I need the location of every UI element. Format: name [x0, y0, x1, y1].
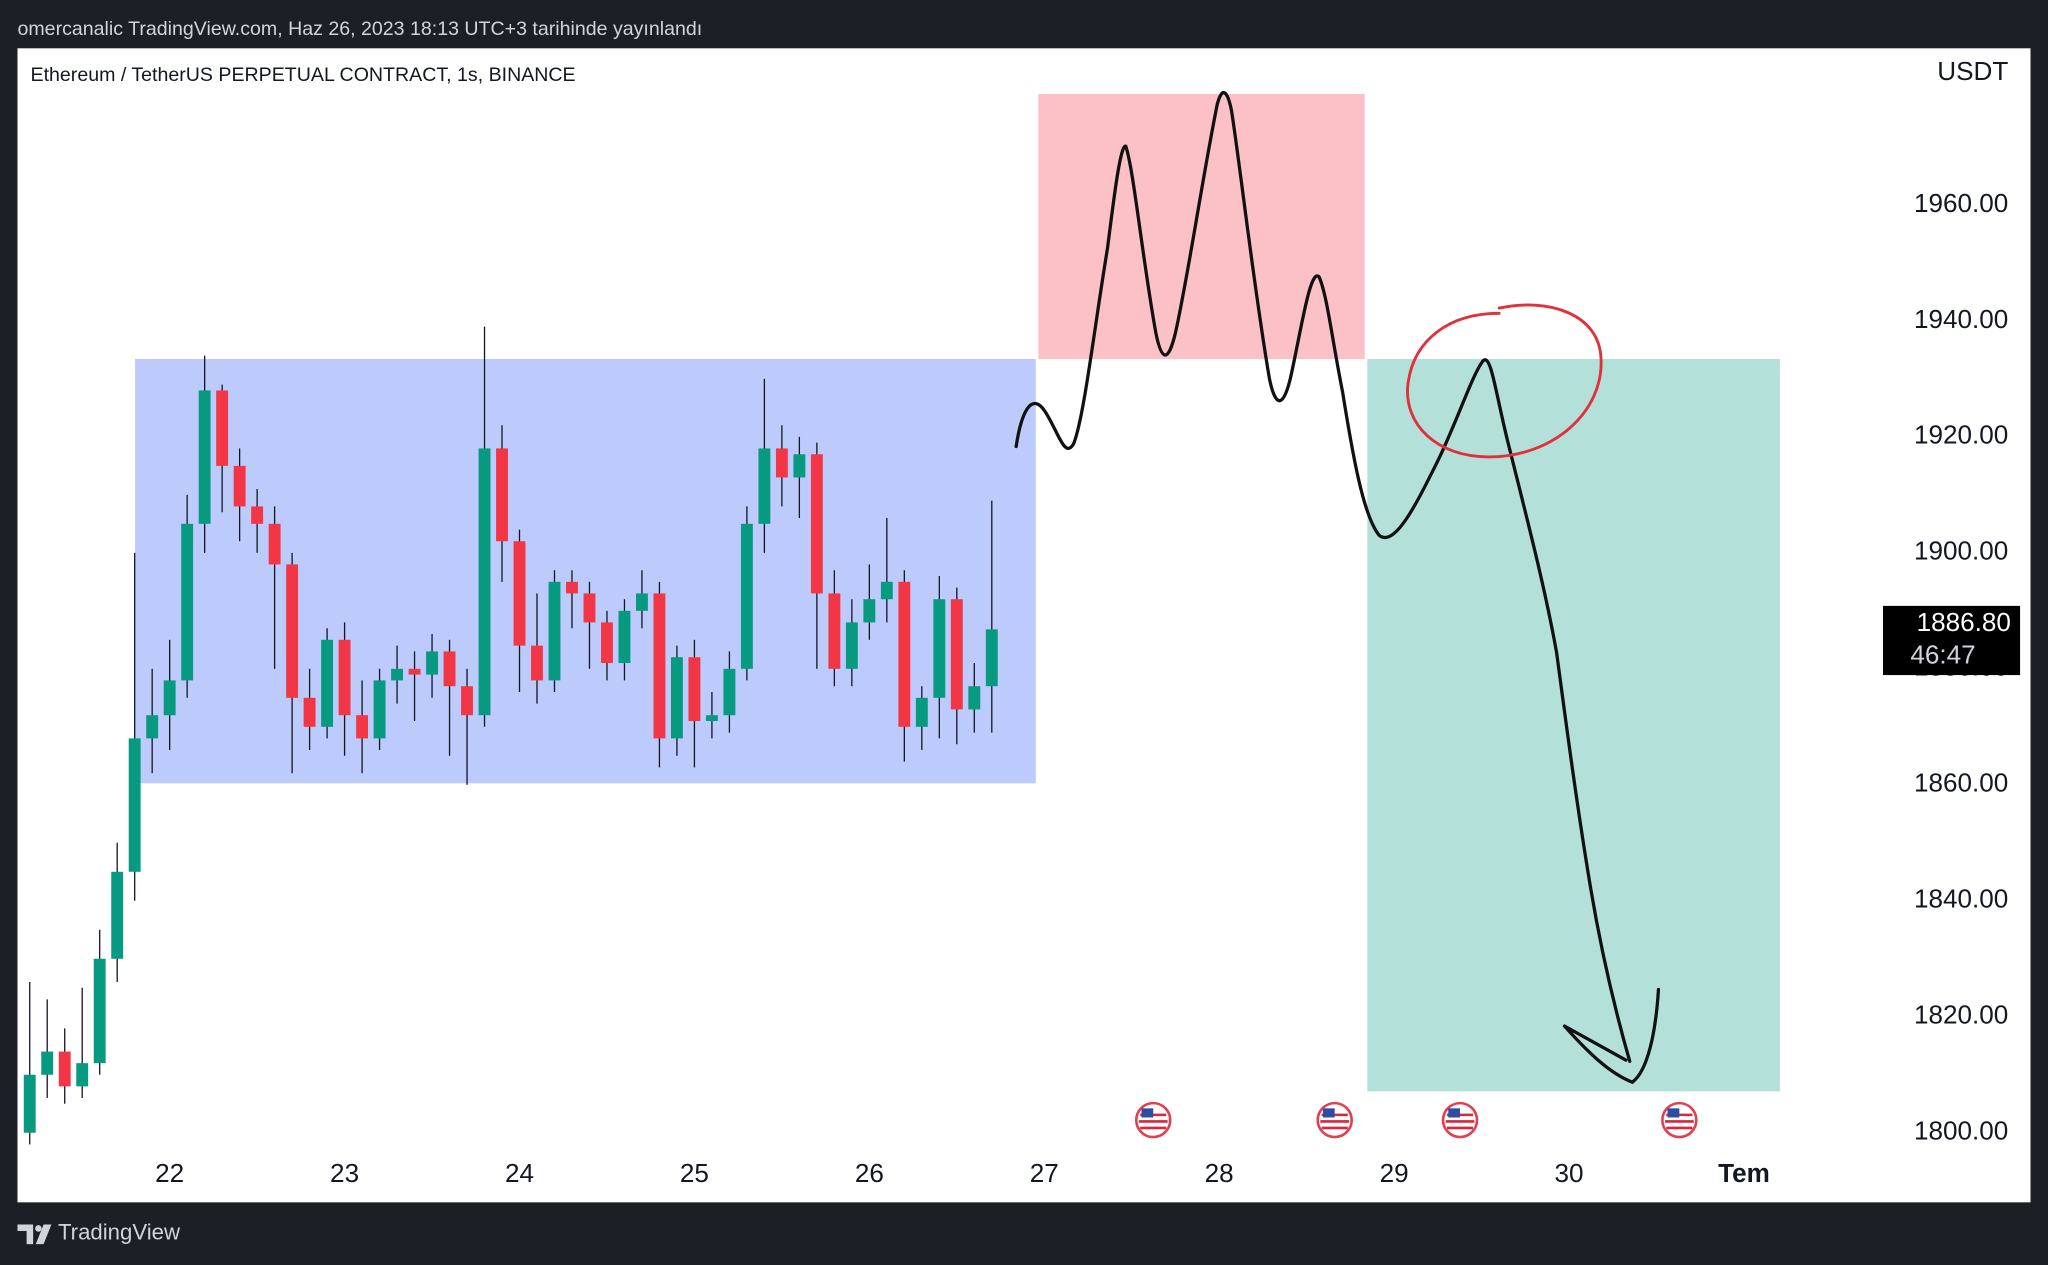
countdown: 46:47 — [1910, 640, 1975, 670]
candle-body — [775, 448, 788, 478]
flag-icon — [1441, 1101, 1479, 1139]
candle-body — [163, 680, 176, 716]
candle-body — [76, 1063, 89, 1087]
axis-unit: USDT — [1937, 56, 2008, 86]
candle-body — [303, 697, 316, 727]
y-tick-label: 1840.00 — [1914, 884, 2008, 914]
chart-title: Ethereum / TetherUS PERPETUAL CONTRACT, … — [31, 64, 576, 86]
candle-body — [793, 454, 806, 478]
range-box — [134, 359, 1036, 784]
candle-body — [968, 686, 981, 710]
stop-zone — [1038, 93, 1365, 360]
candle-body — [286, 564, 299, 698]
last-price-label: 1886.80 — [1917, 607, 2011, 637]
x-tick-label: 27 — [1030, 1158, 1059, 1188]
candle-body — [985, 629, 998, 687]
y-tick-label: 1820.00 — [1914, 1000, 2008, 1030]
candle-body — [740, 523, 753, 669]
candle-body — [321, 639, 334, 727]
y-tick-label: 1960.00 — [1914, 188, 2008, 218]
y-tick-label: 1800.00 — [1914, 1116, 2008, 1146]
candles — [23, 326, 998, 1145]
x-tick-label: 30 — [1555, 1158, 1584, 1188]
candle-body — [233, 465, 246, 507]
candle-body — [93, 958, 106, 1064]
candle-body — [810, 454, 823, 594]
y-tick-label: 1920.00 — [1914, 420, 2008, 450]
candle-body — [653, 593, 666, 739]
candle-body — [950, 599, 963, 710]
event-flags — [1134, 1101, 1698, 1139]
flag-icon — [1316, 1101, 1353, 1139]
y-tick-label: 1860.00 — [1914, 768, 2008, 798]
candle-body — [198, 390, 211, 524]
flag-icon — [1134, 1101, 1172, 1139]
candle-body — [705, 715, 718, 722]
flag-icon — [1661, 1101, 1698, 1139]
candle-body — [181, 523, 194, 681]
x-tick-label: 28 — [1205, 1158, 1234, 1188]
last-price-box — [1882, 605, 2021, 676]
candle-body — [513, 541, 526, 646]
candle-body — [338, 639, 351, 716]
x-tick-label: 29 — [1380, 1158, 1409, 1188]
candle-body — [618, 610, 631, 664]
candle-body — [443, 651, 456, 687]
candle-body — [426, 651, 438, 675]
candle-body — [583, 593, 596, 623]
candle-body — [915, 697, 928, 727]
footer-brand: TradingView — [58, 1220, 181, 1245]
axes: 1800.001820.001840.001860.001880.001900.… — [155, 188, 2021, 1188]
x-tick-label: 24 — [505, 1158, 534, 1188]
header-text: omercanalic TradingView.com, Haz 26, 202… — [17, 18, 702, 40]
candle-body — [461, 686, 473, 716]
candle-body — [41, 1051, 54, 1075]
candle-body — [845, 622, 858, 669]
x-tick-label: 22 — [155, 1158, 184, 1188]
candle-body — [111, 871, 124, 959]
target-zone — [1367, 359, 1780, 1092]
x-tick-label: Tem — [1718, 1158, 1770, 1188]
x-tick-label: 25 — [680, 1158, 709, 1188]
footer-logo — [17, 1224, 52, 1245]
candle-body — [268, 523, 281, 565]
candle-body — [548, 581, 561, 681]
drawn-arrow — [1562, 987, 1661, 1084]
candle-body — [566, 581, 578, 594]
candle-body — [670, 657, 683, 739]
candle-body — [496, 448, 508, 542]
candle-body — [146, 715, 159, 739]
candle-body — [933, 599, 946, 698]
y-tick-label: 1900.00 — [1914, 536, 2008, 566]
candle-body — [863, 599, 876, 623]
x-tick-label: 26 — [855, 1158, 884, 1188]
candle-body — [478, 448, 491, 716]
drawn-circle — [1406, 303, 1603, 459]
candle-body — [408, 668, 421, 675]
candle-body — [636, 593, 648, 611]
candle-body — [828, 593, 841, 669]
candle-body — [128, 738, 141, 872]
candle-body — [601, 622, 613, 664]
candle-body — [688, 657, 701, 722]
candle-body — [356, 715, 369, 739]
candle-body — [216, 390, 229, 466]
candle-body — [373, 680, 386, 739]
candle-body — [531, 645, 543, 681]
y-tick-label: 1940.00 — [1914, 304, 2008, 334]
x-tick-label: 23 — [330, 1158, 359, 1188]
candle-body — [898, 581, 911, 727]
candle-body — [723, 668, 736, 716]
candle-body — [23, 1074, 36, 1133]
candle-body — [58, 1051, 71, 1087]
candle-body — [880, 581, 893, 600]
candle-body — [758, 448, 771, 524]
candle-body — [391, 668, 404, 681]
drawn-path — [1014, 91, 1632, 1063]
candle-body — [251, 506, 264, 524]
